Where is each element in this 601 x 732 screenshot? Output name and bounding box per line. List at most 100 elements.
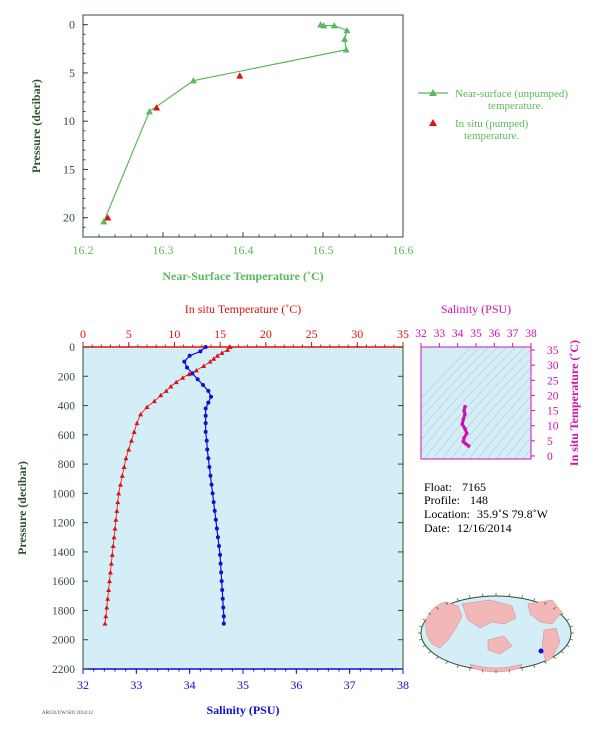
ts-point (465, 431, 469, 436)
temperature-point (113, 517, 119, 522)
map-tick (436, 656, 439, 659)
temperature-point (106, 587, 112, 592)
temperature-point (117, 482, 123, 487)
x-tick-label: 16.3 (153, 243, 174, 257)
salinity-point (221, 614, 226, 619)
ts-point (463, 404, 467, 409)
temperature-point (214, 353, 220, 358)
profile-plot-area (82, 346, 404, 670)
salinity-tick-label: 32 (77, 678, 89, 692)
ts-x-tick-label: 36 (489, 328, 501, 340)
ts-diagram: 32 33 34 35 36 37 38 0 5 10 15 20 25 30 35 Salinity (… (415, 302, 581, 466)
unpumped-point (320, 22, 328, 29)
temperature-point (121, 464, 127, 470)
salinity-point (221, 605, 226, 610)
density-contour (486, 405, 531, 459)
temperature-point (109, 552, 115, 557)
ts-y-tick-label: 15 (547, 406, 559, 418)
temperature-point (193, 367, 199, 373)
ts-x-tick-label: 32 (415, 328, 427, 340)
density-contour (421, 347, 508, 441)
salinity-tick-label: 34 (184, 678, 196, 692)
ts-y-tick-label: 0 (547, 451, 553, 463)
density-contour (421, 347, 517, 452)
ts-point (461, 417, 465, 422)
salinity-point (201, 383, 205, 388)
map-tick (445, 602, 449, 605)
unpumped-temperature-line (103, 24, 348, 222)
unpumped-point (189, 77, 197, 84)
pumped-point (236, 72, 244, 79)
temperature-point (112, 525, 118, 531)
map-tick (533, 598, 536, 602)
temperature-point (158, 392, 164, 398)
temperature-point (102, 621, 108, 626)
float-info: Float: 7165 Profile: 148 Location: 35.9˚… (424, 480, 549, 535)
ts-point (461, 439, 465, 444)
top-y-axis-label: Pressure (decibar) (29, 79, 43, 173)
pressure-tick-label: 1200 (52, 518, 75, 530)
map-tick (419, 639, 423, 641)
map-tick (456, 598, 459, 602)
map-tick (521, 595, 524, 599)
landmass-africa-europe (425, 601, 463, 649)
density-contour (495, 415, 531, 459)
salinity-tick-label: 38 (397, 678, 409, 692)
temperature-point (108, 561, 114, 566)
density-contour (513, 437, 531, 459)
temperature-point (163, 388, 169, 393)
map-tick (521, 667, 524, 671)
salinity-point (215, 535, 220, 540)
ts-x-tick-label: 38 (525, 328, 537, 340)
map-tick (569, 625, 573, 627)
map-tick (445, 661, 449, 664)
temperature-point (116, 490, 122, 496)
y-tick-label: 10 (63, 114, 75, 128)
temperature-point (207, 359, 213, 364)
y-tick-label: 15 (63, 162, 75, 176)
ts-point (463, 412, 467, 417)
x-tick-label: 16.2 (73, 243, 94, 257)
ts-y-axis-label: In situ Temperature (˚C) (567, 340, 581, 466)
pressure-axis: 0 200 400 600 800 1000 1200 1400 1600 1800 2000 220… (52, 342, 403, 676)
temperature-point (119, 473, 125, 478)
ts-x-tick-label: 34 (452, 328, 464, 340)
salinity-point (218, 552, 223, 557)
salinity-point (219, 570, 224, 575)
legend-item-1-line2: temperature. (488, 100, 544, 112)
unpumped-point (343, 26, 351, 34)
pressure-tick-label: 2000 (52, 635, 75, 647)
salinity-axis: 32 33 34 35 36 37 38 (77, 669, 409, 692)
temperature-point (219, 350, 225, 355)
ts-x-tick-label: 33 (434, 328, 446, 340)
landmass-south-america (541, 627, 561, 663)
salinity-point (211, 500, 216, 505)
map-tick (533, 664, 536, 668)
salinity-point (218, 561, 223, 566)
x-tick-label: 16.5 (313, 243, 334, 257)
legend-item-2-line2: temperature. (464, 130, 520, 142)
salinity-point (210, 491, 215, 496)
temperature-point (168, 384, 174, 389)
salinity-point (206, 400, 211, 405)
location-value: 35.9˚S 79.8˚W (477, 507, 549, 521)
temperature-point (107, 569, 113, 575)
salinity-tick-label: 37 (344, 678, 356, 692)
pressure-tick-label: 400 (58, 401, 76, 413)
ts-salinity-axis: 32 33 34 35 36 37 38 (415, 328, 537, 347)
ts-x-tick-label: 35 (470, 328, 482, 340)
density-contour (450, 367, 531, 459)
ts-point (460, 422, 465, 426)
temperature-point (211, 356, 217, 361)
location-label: Location: (424, 507, 470, 521)
legend-red-triangle-icon (429, 119, 437, 126)
salinity-tick-label: 33 (130, 678, 142, 692)
salinity-point (205, 447, 210, 452)
density-contour (441, 358, 531, 459)
salinity-point (203, 421, 208, 426)
map-tick (428, 612, 432, 615)
top-x-axis-label: Near-Surface Temperature (˚C) (162, 269, 323, 283)
salinity-point (213, 517, 218, 522)
map-tick (422, 645, 426, 648)
